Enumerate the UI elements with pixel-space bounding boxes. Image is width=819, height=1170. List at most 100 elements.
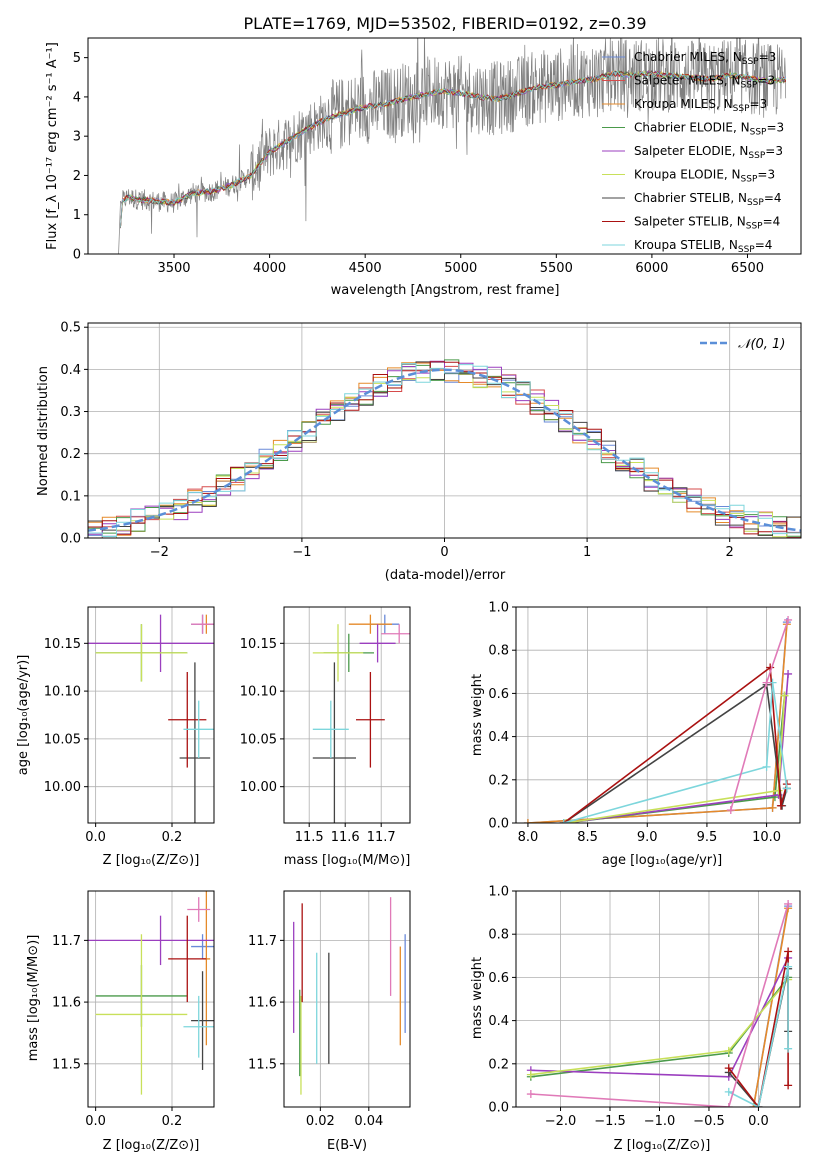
- y-tick-label: 0.2: [488, 773, 509, 788]
- mass-vs-z-plot-area: [88, 891, 214, 1107]
- y-tick-label: 0.6: [488, 687, 509, 702]
- error-bar-point: [312, 624, 364, 682]
- x-tick-label: 11.6: [331, 830, 360, 845]
- residual-panel: −2 −1 0 1 2 0.0 0.1 0.2 0.3 0.4 0.5 (data-model)/e…: [36, 321, 802, 583]
- residual-xlabel: (data-model)/error: [385, 568, 506, 583]
- x-tick-label: 0.0: [748, 1114, 769, 1129]
- axes-frame: [515, 890, 801, 1108]
- weight-vs-age-plot-area: [516, 607, 800, 823]
- error-bar-point: [381, 624, 410, 644]
- error-bar-point: [168, 671, 207, 768]
- legend-label: Salpeter MILES, NSSP=3: [634, 74, 775, 91]
- legend-label: Chabrier STELIB, NSSP=4: [634, 191, 782, 208]
- y-tick-label: 10.00: [240, 780, 277, 795]
- mass-weight-marker: [724, 1064, 733, 1073]
- x-tick-label: 0.0: [85, 830, 106, 845]
- weight-vs-age-panel: 8.0 8.5 9.0 9.5 10.0 0.0 0.2 0.4 0.6 0.8 1.0 age […: [470, 601, 801, 868]
- model-spectrum-line: [120, 70, 787, 228]
- x-tick-label: 2: [726, 545, 734, 560]
- weight-vs-z-xlabel: Z [log₁₀(Z/Z⊙)]: [614, 1138, 711, 1153]
- spectrum-xlabel: wavelength [Angstrom, rest frame]: [331, 283, 560, 298]
- error-bar-point: [95, 934, 188, 1095]
- residual-axes: −2 −1 0 1 2 0.0 0.1 0.2 0.3 0.4 0.5: [60, 321, 802, 560]
- error-bar-point: [88, 915, 214, 966]
- mass-weight-line: [566, 695, 786, 823]
- x-tick-label: 0.2: [162, 830, 183, 845]
- axes-frame: [87, 890, 215, 1108]
- spectrum-ylabel: Flux [f_λ 10⁻¹⁷ erg cm⁻² s⁻¹ A⁻¹]: [45, 42, 60, 250]
- y-tick-label: 0.4: [488, 730, 509, 745]
- y-tick-label: 0.4: [60, 363, 81, 378]
- spectrum-axes: 3500 4000 4500 5000 5500 6000 6500 0 1 2 3 4 5: [73, 37, 802, 276]
- y-tick-label: 11.7: [52, 934, 81, 949]
- axes-frame: [515, 606, 801, 824]
- y-tick-label: 11.6: [52, 996, 81, 1011]
- y-tick-label: 0.2: [60, 447, 81, 462]
- mass-weight-line: [752, 908, 789, 1107]
- mass-weight-marker: [768, 803, 777, 812]
- legend-label: Salpeter STELIB, NSSP=4: [634, 215, 780, 232]
- x-tick-label: 5500: [540, 261, 573, 276]
- mass-vs-ebv-panel: 0.02 0.04 11.7 11.6 11.5 E(B-V): [248, 890, 411, 1153]
- x-tick-label: 4000: [253, 261, 286, 276]
- age-vs-mass-xlabel: mass [log₁₀(M/M⊙)]: [284, 853, 411, 868]
- x-tick-label: 0.04: [354, 1114, 383, 1129]
- error-bar-point: [183, 700, 214, 759]
- legend-label: 𝒩(0, 1): [738, 337, 785, 352]
- mass-weight-marker: [724, 1103, 733, 1107]
- x-tick-label: 8.0: [518, 830, 539, 845]
- y-tick-label: 2: [73, 169, 81, 184]
- x-tick-label: −1.0: [644, 1114, 676, 1129]
- x-tick-label: 9.5: [697, 830, 718, 845]
- spectrum-plot-area: [88, 38, 787, 254]
- error-bar-point: [359, 624, 396, 663]
- error-bar-point: [168, 915, 207, 1003]
- residual-histogram: [88, 360, 801, 535]
- mass-vs-ebv-axes: 0.02 0.04 11.7 11.6 11.5: [248, 890, 411, 1129]
- x-tick-label: −0.5: [693, 1114, 725, 1129]
- y-tick-label: 11.5: [248, 1057, 277, 1072]
- mass-weight-marker: [784, 899, 793, 908]
- mass-weight-marker: [762, 678, 771, 687]
- residual-legend: 𝒩(0, 1): [700, 337, 785, 352]
- axes-frame: [283, 890, 411, 1108]
- residual-ylabel: Normed distribution: [36, 366, 51, 496]
- mass-weight-line: [527, 622, 788, 823]
- y-tick-label: 0.4: [488, 1014, 509, 1029]
- weight-vs-age-ylabel: mass weight: [470, 674, 485, 756]
- x-tick-label: 0.02: [306, 1114, 335, 1129]
- y-tick-label: 0.6: [488, 971, 509, 986]
- y-tick-label: 10.15: [240, 637, 277, 652]
- normal-curve: [88, 368, 801, 532]
- axes-frame: [87, 37, 802, 255]
- age-vs-z-panel: 0.0 0.2 10.00 10.05 10.10 10.15 Z [log₁₀(Z/Z⊙…: [16, 606, 215, 868]
- mass-weight-marker: [774, 786, 783, 795]
- mass-weight-marker: [782, 784, 791, 793]
- y-tick-label: 0.5: [60, 321, 81, 336]
- y-tick-label: 11.6: [248, 996, 277, 1011]
- mass-weight-marker: [784, 669, 793, 678]
- error-bar-point: [348, 614, 392, 634]
- y-tick-label: 10.10: [240, 685, 277, 700]
- legend-label: Salpeter ELODIE, NSSP=3: [634, 144, 783, 161]
- weight-vs-age-axes: 8.0 8.5 9.0 9.5 10.0 0.0 0.2 0.4 0.6 0.8 1.0: [488, 601, 801, 845]
- mass-weight-marker: [784, 1044, 793, 1053]
- residual-histogram: [88, 361, 801, 535]
- mass-vs-ebv-plot-area: [284, 891, 410, 1107]
- y-tick-label: 0.1: [60, 489, 81, 504]
- age-vs-z-plot-area: [88, 607, 214, 823]
- mass-weight-marker: [724, 1087, 733, 1096]
- x-tick-label: 6000: [635, 261, 668, 276]
- y-tick-label: 10.05: [240, 732, 277, 747]
- x-tick-label: 8.5: [577, 830, 598, 845]
- mass-weight-line: [527, 624, 788, 823]
- mass-vs-z-xlabel: Z [log₁₀(Z/Z⊙)]: [103, 1138, 200, 1153]
- x-tick-label: −1.5: [594, 1114, 626, 1129]
- error-bar-point: [179, 662, 211, 823]
- mass-weight-marker: [526, 1090, 535, 1099]
- error-bar-point: [88, 614, 214, 672]
- age-vs-mass-panel: 11.5 11.6 11.7 10.00 10.05 10.10 10.15 mass [l…: [240, 606, 411, 868]
- y-tick-label: 11.5: [52, 1057, 81, 1072]
- y-tick-label: 0.8: [488, 928, 509, 943]
- mass-weight-marker: [762, 762, 771, 771]
